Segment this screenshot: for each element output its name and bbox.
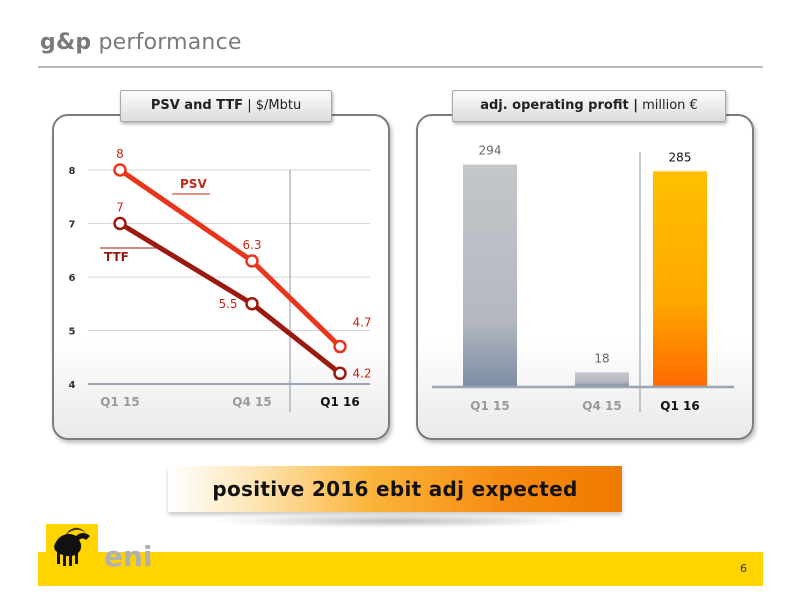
eni-logo: eni <box>46 524 153 584</box>
profit-chart-header-title: adj. operating profit | <box>480 98 638 113</box>
bar-0 <box>463 164 517 386</box>
x-tick-label-2: Q1 16 <box>320 395 359 409</box>
x-tick-label-1: Q4 15 <box>232 395 271 409</box>
point-ttf-2 <box>333 366 347 381</box>
point-psv-0 <box>113 163 127 177</box>
data-label-psv-1: 6.3 <box>242 238 261 252</box>
series-line-psv <box>117 167 343 350</box>
price-chart-header: PSV and TTF | $/Mbtu <box>120 90 332 122</box>
title-bold: g&p <box>40 30 92 55</box>
bar-1 <box>575 372 629 386</box>
data-label-psv-2: 4.7 <box>352 316 371 330</box>
point-ttf-1 <box>245 297 259 311</box>
bar-x-tick-label-1: Q4 15 <box>582 399 621 413</box>
logo-wordmark: eni <box>104 540 153 573</box>
page-number: 6 <box>740 562 747 575</box>
bar-value-label-2: 285 <box>669 150 692 164</box>
point-psv-1 <box>245 254 259 268</box>
y-tick-label-6: 6 <box>69 273 76 284</box>
data-label-ttf-0: 7 <box>116 201 124 215</box>
bar-x-tick-label-2: Q1 16 <box>660 399 699 413</box>
series-tag-ttf: TTF <box>104 250 129 264</box>
y-tick-label-5: 5 <box>69 327 76 338</box>
bar-value-label-0: 294 <box>479 144 502 158</box>
price-chart-header-unit: | $/Mbtu <box>247 98 302 113</box>
y-tick-label-7: 7 <box>69 220 76 231</box>
bar-value-label-1: 18 <box>594 351 609 365</box>
bar-x-tick-label-0: Q1 15 <box>470 399 509 413</box>
banner-shadow <box>210 514 580 528</box>
profit-chart-header: adj. operating profit | million € <box>452 90 726 122</box>
title-divider <box>38 66 763 68</box>
bar-2 <box>653 171 707 386</box>
y-tick-label-8: 8 <box>69 166 76 177</box>
footer-bar: 6 <box>38 552 763 586</box>
data-label-psv-0: 8 <box>116 147 124 161</box>
point-ttf-0 <box>113 216 127 231</box>
profit-chart-header-unit: million € <box>642 98 698 113</box>
price-chart-header-title: PSV and TTF <box>150 98 244 113</box>
point-psv-2 <box>333 339 347 354</box>
x-tick-label-0: Q1 15 <box>100 395 139 409</box>
title-rest: performance <box>98 30 242 55</box>
page-title: g&p performance <box>40 30 242 55</box>
data-label-ttf-1: 5.5 <box>218 297 237 311</box>
banner-text: positive 2016 ebit adj expected <box>212 477 578 501</box>
data-label-ttf-2: 4.2 <box>352 366 371 380</box>
y-tick-label-4: 4 <box>69 380 76 391</box>
six-legged-dog-icon <box>54 527 90 566</box>
outlook-banner: positive 2016 ebit adj expected <box>168 466 622 512</box>
series-tag-psv: PSV <box>180 177 207 191</box>
